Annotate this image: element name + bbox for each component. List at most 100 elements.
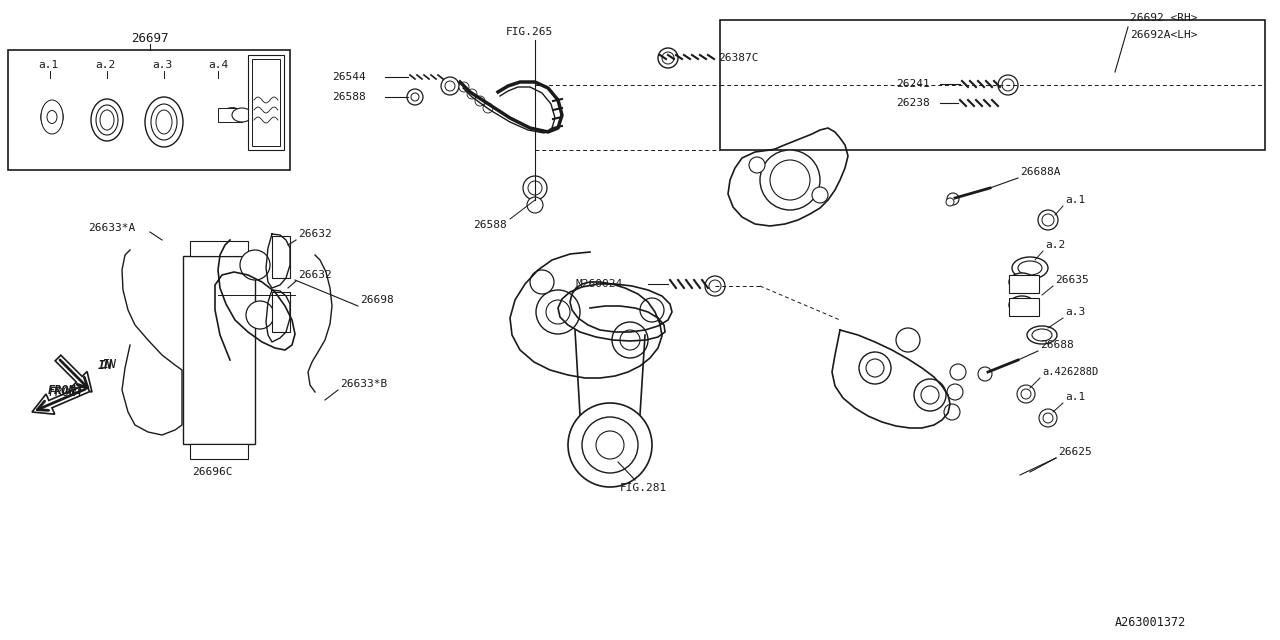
Bar bbox=[1009, 298, 1039, 316]
Text: a.3: a.3 bbox=[1065, 307, 1085, 317]
Circle shape bbox=[1038, 210, 1059, 230]
Circle shape bbox=[411, 93, 419, 101]
Text: 26692 <RH>: 26692 <RH> bbox=[1130, 13, 1198, 23]
Circle shape bbox=[859, 352, 891, 384]
Ellipse shape bbox=[47, 111, 58, 124]
Circle shape bbox=[760, 150, 820, 210]
Circle shape bbox=[246, 301, 274, 329]
Text: a.2: a.2 bbox=[1044, 240, 1065, 250]
Bar bbox=[218, 108, 242, 122]
Text: 26588: 26588 bbox=[474, 220, 507, 230]
Circle shape bbox=[914, 379, 946, 411]
Text: 26625: 26625 bbox=[1059, 447, 1092, 457]
Circle shape bbox=[640, 298, 664, 322]
Text: a.4: a.4 bbox=[209, 60, 228, 70]
Text: 26688: 26688 bbox=[1039, 340, 1074, 350]
Circle shape bbox=[547, 300, 570, 324]
Text: FRONT: FRONT bbox=[49, 385, 83, 399]
Text: a.1: a.1 bbox=[1065, 392, 1085, 402]
Circle shape bbox=[582, 417, 637, 473]
Ellipse shape bbox=[1009, 273, 1036, 291]
Text: FRONT: FRONT bbox=[49, 383, 83, 397]
Circle shape bbox=[1043, 413, 1053, 423]
Text: a.426288D: a.426288D bbox=[1042, 367, 1098, 377]
Circle shape bbox=[530, 270, 554, 294]
Circle shape bbox=[612, 322, 648, 358]
Text: 26632: 26632 bbox=[298, 270, 332, 280]
Text: a.1: a.1 bbox=[38, 60, 59, 70]
Ellipse shape bbox=[1032, 329, 1052, 341]
Text: 26241: 26241 bbox=[896, 79, 929, 89]
Bar bbox=[189, 444, 248, 459]
Circle shape bbox=[475, 96, 485, 106]
Circle shape bbox=[709, 280, 721, 292]
Circle shape bbox=[596, 431, 625, 459]
Circle shape bbox=[407, 89, 422, 105]
Bar bbox=[183, 256, 255, 444]
Text: 26632: 26632 bbox=[298, 229, 332, 239]
Text: FIG.265: FIG.265 bbox=[506, 27, 553, 37]
Circle shape bbox=[524, 176, 547, 200]
Circle shape bbox=[1042, 214, 1053, 226]
Text: 26697: 26697 bbox=[132, 31, 169, 45]
Ellipse shape bbox=[41, 103, 63, 131]
Text: a.1: a.1 bbox=[1065, 195, 1085, 205]
Circle shape bbox=[950, 364, 966, 380]
Text: 26635: 26635 bbox=[1055, 275, 1089, 285]
Text: 26698: 26698 bbox=[360, 295, 394, 305]
Circle shape bbox=[483, 103, 493, 113]
Text: 26633*B: 26633*B bbox=[340, 379, 388, 389]
Text: 26387C: 26387C bbox=[718, 53, 759, 63]
Ellipse shape bbox=[96, 105, 118, 135]
Circle shape bbox=[896, 328, 920, 352]
Text: 26544: 26544 bbox=[332, 72, 366, 82]
Bar bbox=[1009, 275, 1039, 293]
Circle shape bbox=[946, 198, 954, 206]
Circle shape bbox=[1002, 79, 1014, 91]
Circle shape bbox=[867, 359, 884, 377]
Text: FIG.281: FIG.281 bbox=[620, 483, 667, 493]
Circle shape bbox=[467, 89, 477, 99]
Circle shape bbox=[620, 330, 640, 350]
Circle shape bbox=[658, 48, 678, 68]
Circle shape bbox=[771, 160, 810, 200]
Circle shape bbox=[1039, 409, 1057, 427]
Circle shape bbox=[1018, 385, 1036, 403]
Circle shape bbox=[445, 81, 454, 91]
Text: M260024: M260024 bbox=[575, 279, 622, 289]
Bar bbox=[248, 55, 284, 150]
Ellipse shape bbox=[156, 110, 172, 134]
Text: A263001372: A263001372 bbox=[1115, 616, 1187, 628]
Ellipse shape bbox=[220, 108, 239, 122]
Circle shape bbox=[922, 386, 940, 404]
Text: 26688A: 26688A bbox=[1020, 167, 1061, 177]
Ellipse shape bbox=[1009, 296, 1036, 314]
Circle shape bbox=[442, 77, 460, 95]
Circle shape bbox=[812, 187, 828, 203]
Text: 26633*A: 26633*A bbox=[88, 223, 136, 233]
Circle shape bbox=[568, 403, 652, 487]
Ellipse shape bbox=[100, 110, 114, 130]
Bar bbox=[8, 50, 291, 170]
Ellipse shape bbox=[151, 104, 177, 140]
Text: IN: IN bbox=[102, 358, 116, 371]
Text: 26696C: 26696C bbox=[192, 467, 233, 477]
FancyArrow shape bbox=[32, 385, 90, 414]
Bar bbox=[252, 59, 280, 146]
Circle shape bbox=[749, 157, 765, 173]
Text: 26588: 26588 bbox=[332, 92, 366, 102]
Bar bbox=[273, 236, 291, 278]
Ellipse shape bbox=[91, 99, 123, 141]
Bar bbox=[721, 20, 1265, 150]
Circle shape bbox=[662, 52, 675, 64]
Ellipse shape bbox=[1012, 257, 1048, 279]
Ellipse shape bbox=[232, 108, 252, 122]
Bar bbox=[189, 241, 248, 256]
Circle shape bbox=[536, 290, 580, 334]
Circle shape bbox=[241, 250, 270, 280]
Circle shape bbox=[705, 276, 724, 296]
Ellipse shape bbox=[41, 100, 63, 134]
Circle shape bbox=[460, 82, 468, 92]
Ellipse shape bbox=[1027, 326, 1057, 344]
Bar bbox=[273, 292, 291, 332]
